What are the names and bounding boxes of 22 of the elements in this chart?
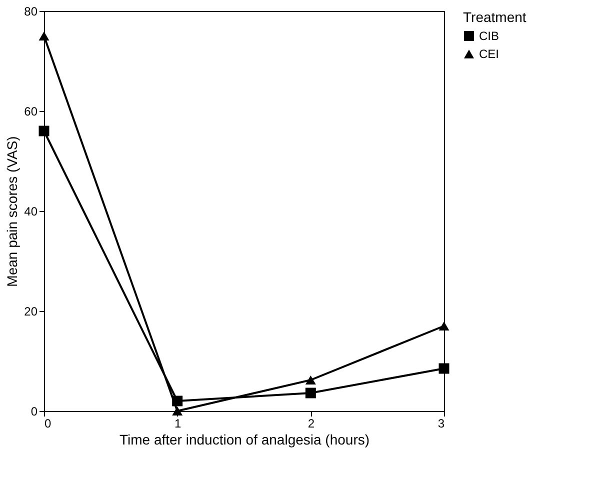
point [305, 388, 316, 398]
legend-label: CEI [479, 47, 500, 61]
legend-title: Treatment [463, 9, 526, 25]
x-tick-label: 3 [438, 416, 445, 430]
y-tick-label: 20 [24, 304, 38, 318]
y-tick-label: 40 [24, 204, 38, 218]
x-tick-label: 1 [174, 416, 182, 430]
point [38, 31, 50, 41]
point [172, 396, 183, 406]
y-axis-title: Mean pain scores (VAS) [4, 136, 20, 287]
y-tick-label: 80 [24, 4, 38, 18]
y-tick-label: 0 [30, 404, 38, 418]
point [38, 126, 50, 136]
point [438, 321, 450, 331]
x-tick-label: 0 [44, 416, 52, 430]
legend-label: CIB [479, 29, 500, 43]
y-tick-label: 60 [24, 104, 38, 118]
x-axis-title: Time after induction of analgesia (hours) [119, 432, 370, 448]
x-tick-label: 2 [308, 416, 315, 430]
point [172, 406, 183, 416]
point [305, 375, 316, 385]
point [438, 363, 450, 374]
